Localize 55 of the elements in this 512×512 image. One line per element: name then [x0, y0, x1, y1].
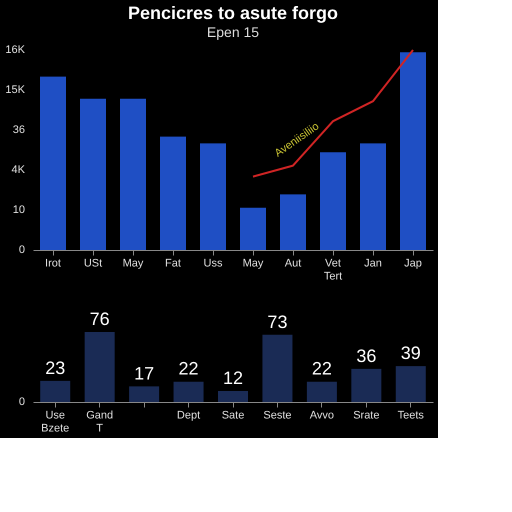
bar — [40, 380, 70, 402]
x-tick-label: Fat — [165, 258, 181, 270]
x-tick-label: USt — [84, 258, 102, 270]
text: 16K — [5, 44, 26, 56]
text: 4K — [12, 164, 26, 176]
data-label: 22 — [178, 358, 199, 379]
x-tick-label: Irot — [45, 258, 61, 270]
bar — [320, 152, 346, 250]
x-tick-label: Sate — [222, 410, 244, 422]
bar — [262, 334, 292, 402]
chart-title: Pencicres to asute forgo — [128, 3, 338, 23]
x-tick-label: Vet Tert — [324, 258, 342, 282]
text: 0 — [18, 244, 25, 256]
x-tick-label: Teets — [398, 410, 424, 422]
data-label: 73 — [267, 312, 288, 332]
x-tick-label: May — [122, 258, 144, 270]
bar — [306, 382, 337, 402]
bar — [40, 76, 66, 250]
x-tick-label: Srate — [353, 410, 380, 422]
data-label: 39 — [400, 343, 421, 364]
text: 0 — [18, 396, 25, 408]
x-tick-label: Avvo — [310, 410, 334, 422]
bar — [240, 208, 266, 250]
x-tick-label: Aut — [284, 258, 302, 270]
bar — [396, 366, 426, 402]
x-tick-label: Dept — [176, 410, 200, 422]
bar — [280, 194, 306, 250]
bar — [351, 368, 382, 402]
bar — [84, 332, 115, 402]
x-tick-label: Gand T — [86, 410, 114, 434]
data-label: 76 — [90, 309, 110, 329]
text: 10 — [12, 204, 25, 216]
bar — [174, 382, 204, 402]
data-label: 17 — [134, 363, 154, 384]
bar — [120, 98, 146, 250]
bar — [129, 386, 160, 402]
chart-subtitle: Epen 15 — [206, 24, 260, 40]
x-tick-label: Use Bzete — [41, 410, 70, 434]
text: 15K — [5, 84, 26, 96]
bar — [360, 143, 386, 250]
data-label: 22 — [312, 358, 332, 379]
x-tick-label: Jan — [364, 258, 382, 270]
x-tick-label: May — [242, 258, 264, 270]
bar — [200, 143, 226, 250]
x-tick-label: Uss — [204, 258, 223, 270]
x-tick-label: Seste — [263, 410, 292, 422]
bar — [218, 390, 248, 402]
data-label: 12 — [222, 368, 244, 388]
bar — [400, 52, 426, 250]
bar — [80, 98, 106, 250]
bar — [160, 136, 186, 250]
x-tick-label: Jap — [404, 258, 422, 270]
data-label: 23 — [45, 358, 66, 378]
text: 36 — [12, 124, 25, 136]
data-label: 36 — [356, 346, 376, 366]
